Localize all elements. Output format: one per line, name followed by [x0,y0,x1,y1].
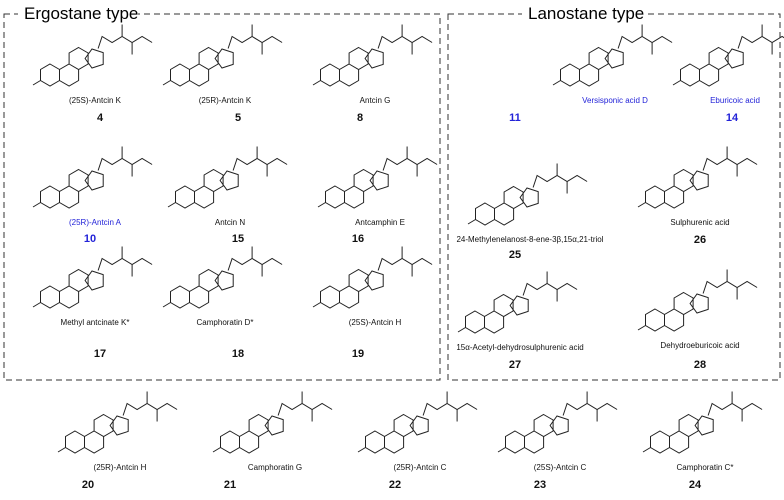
compound-number: 14 [726,112,739,124]
structure [312,24,433,87]
compound-name: 24-Methylenelanost-8-ene-3β,15α,21-triol [456,235,603,244]
compound-name: Antcin N [215,218,245,227]
compound-name: (25S)-Antcin H [349,318,402,327]
structure [497,391,618,454]
structure [167,146,288,209]
section-title: Ergostane type [24,4,138,23]
section-title: Lanostane type [528,4,644,23]
structure [317,146,438,209]
structure [32,146,153,209]
compound-name: Sulphurenic acid [670,218,729,227]
compound-name: Antcamphin E [355,218,405,227]
structure [162,246,283,309]
structure [32,246,153,309]
ergostane-box [3,13,441,381]
compound-name: Eburicoic acid [710,96,760,105]
compound-name: Dehydroeburicoic acid [660,341,739,350]
structure [57,391,178,454]
compound-name: (25R)-Antcin H [94,463,147,472]
structure [312,246,433,309]
compound-name: (25S)-Antcin C [534,463,587,472]
title-bg [522,4,648,24]
compound-name: Camphoratin G [248,463,302,472]
structure [552,24,673,87]
compound-number: 10 [84,233,96,245]
structure [457,271,578,334]
compound-number: 26 [694,234,706,246]
compound-name: Methyl antcinate K* [61,318,130,327]
compound-name: (25R)-Antcin C [394,463,447,472]
structure [637,269,758,332]
compound-number: 23 [534,479,546,491]
structure [637,146,758,209]
compound-number: 24 [689,479,702,491]
compound-number: 8 [357,112,363,124]
compound-name: Versisponic acid D [582,96,648,105]
compound-number: 11 [509,112,521,124]
compound-number: 25 [509,249,521,261]
lanostane-box [447,13,781,381]
compound-number: 5 [235,112,241,124]
structure [212,391,333,454]
compound-name: 15α-Acetyl-dehydrosulphurenic acid [456,343,583,352]
compound-number: 27 [509,359,521,371]
compound-name: Camphoratin C* [677,463,734,472]
structure [672,24,784,87]
structure [357,391,478,454]
structure [162,24,283,87]
compound-number: 18 [232,348,244,360]
compound-name: (25S)-Antcin K [69,96,122,105]
compound-number: 20 [82,479,94,491]
compound-name: Antcin G [360,96,391,105]
structure [32,24,153,87]
compound-number: 15 [232,233,244,245]
compound-number: 28 [694,359,706,371]
compound-number: 21 [224,479,236,491]
compound-number: 22 [389,479,401,491]
compound-name: Camphoratin D* [197,318,254,327]
compound-name: (25R)-Antcin K [199,96,252,105]
compound-name: (25R)-Antcin A [69,218,122,227]
compound-number: 4 [97,112,104,124]
structure [642,391,763,454]
compound-number: 16 [352,233,364,245]
structure [467,163,588,226]
compound-number: 19 [352,348,364,360]
title-bg [18,4,138,24]
compound-number: 17 [94,348,106,360]
